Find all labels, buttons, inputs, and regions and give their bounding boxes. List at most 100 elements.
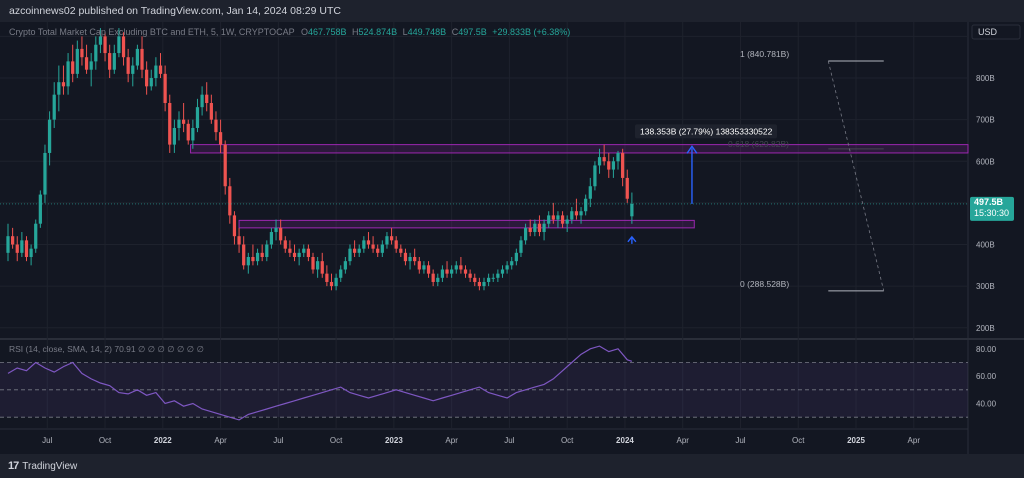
- candle-body: [140, 48, 144, 70]
- candle-body: [34, 223, 38, 249]
- rsi-layer: [0, 345, 968, 421]
- candle-body: [440, 269, 445, 278]
- time-tick-label: Jul: [735, 436, 745, 445]
- candle-body: [560, 215, 565, 224]
- candle-body: [24, 240, 29, 257]
- low-label: L: [403, 27, 408, 37]
- price-axis[interactable]: 200B300B400B500B600B700B800B900B: [976, 32, 995, 332]
- candle-body: [505, 265, 509, 270]
- open-value: 467.758B: [308, 27, 347, 37]
- candle-body: [218, 132, 223, 145]
- candle-body: [297, 252, 301, 257]
- candle-body: [71, 61, 75, 74]
- candle-body: [366, 240, 371, 245]
- rsi-legend: RSI (14, close, SMA, 14, 2) 70.91 ∅ ∅ ∅ …: [9, 344, 204, 354]
- candle-body: [385, 236, 389, 245]
- currency-button-bg[interactable]: [971, 24, 1021, 40]
- change-value: +29.833B (+6.38%): [492, 27, 570, 37]
- price-tick-label: 600B: [976, 157, 995, 166]
- candle-body: [181, 119, 186, 124]
- grid: [0, 22, 968, 428]
- top-bar: azcoinnews02 published on TradingView.co…: [0, 0, 1024, 22]
- candle-body: [537, 223, 542, 233]
- candle-body: [519, 240, 523, 253]
- candle-body: [556, 215, 560, 220]
- candle-body: [445, 269, 449, 274]
- candle-body: [246, 257, 250, 266]
- open-label: O: [301, 27, 308, 37]
- candle-body: [380, 244, 384, 253]
- rsi-axis[interactable]: 40.00 60.00 80.00: [976, 345, 997, 409]
- candle-body: [205, 94, 209, 103]
- candle-body: [15, 244, 19, 253]
- candle-body: [468, 273, 472, 278]
- candle-body: [450, 269, 454, 274]
- candle-body: [399, 248, 403, 253]
- rsi-tick-label: 60.00: [976, 372, 997, 381]
- candle-body: [459, 265, 463, 270]
- time-tick-label: Oct: [792, 436, 805, 445]
- price-tick-label: 200B: [976, 324, 995, 333]
- candle-body: [348, 248, 352, 262]
- candle-body: [339, 269, 343, 278]
- high-label: H: [352, 27, 359, 37]
- candle-body: [616, 152, 620, 162]
- candle-body: [306, 248, 311, 257]
- symbol-legend: Crypto Total Market Cap Excluding BTC an…: [9, 27, 570, 37]
- candle-body: [376, 248, 380, 253]
- time-tick-label: Jul: [504, 436, 514, 445]
- candle-body: [565, 219, 569, 224]
- price-tick-label: 700B: [976, 116, 995, 125]
- candle-body: [329, 281, 334, 287]
- symbol-name: Crypto Total Market Cap Excluding BTC an…: [9, 27, 295, 37]
- candle-body: [611, 161, 616, 170]
- close-label: C: [452, 27, 459, 37]
- candle-body: [108, 53, 112, 70]
- price-tick-label: 400B: [976, 241, 995, 250]
- chart[interactable]: 200B300B400B500B600B700B800B900B 40.0060…: [0, 22, 1024, 454]
- candle-body: [593, 165, 597, 187]
- candle-body: [89, 61, 93, 70]
- candle-body: [574, 211, 579, 216]
- candle-body: [528, 227, 532, 233]
- fib-label-top: 1 (840.781B): [740, 49, 789, 59]
- measure-label: 138.353B (27.79%) 138353330522: [640, 126, 773, 136]
- candle-body: [477, 281, 481, 287]
- candle-body: [98, 36, 103, 45]
- candle-body: [316, 261, 320, 270]
- candle-body: [237, 236, 241, 245]
- candle-body: [52, 94, 56, 120]
- candle-body: [103, 36, 107, 54]
- time-tick-label: Apr: [908, 436, 921, 445]
- rsi-tick-label: 40.00: [976, 400, 997, 409]
- candle-body: [551, 215, 555, 220]
- candle-body: [533, 223, 537, 233]
- candle-body: [177, 119, 181, 128]
- candle-body: [426, 265, 431, 274]
- candle-body: [80, 48, 84, 58]
- candle-body: [413, 257, 417, 262]
- close-value: 497.5B: [458, 27, 487, 37]
- candle-body: [500, 269, 505, 274]
- candle-body: [20, 240, 24, 253]
- candle-body: [523, 227, 528, 241]
- zones-layer: [190, 144, 969, 229]
- candle-body: [274, 227, 278, 233]
- currency-button[interactable]: USD: [978, 27, 998, 37]
- time-tick-label: 2022: [154, 436, 172, 445]
- support-zone: [238, 219, 695, 229]
- tradingview-logo[interactable]: 17 TradingView: [8, 460, 77, 472]
- candle-body: [514, 252, 518, 262]
- time-axis[interactable]: Jul Oct 2022 Apr Jul Oct 2023 Apr Jul Oct 2024 Apr J…: [42, 436, 920, 445]
- candle-body: [288, 248, 292, 253]
- candle-body: [168, 103, 172, 145]
- price-tick-label: 300B: [976, 282, 995, 291]
- candle-body: [588, 186, 592, 199]
- candle-body: [473, 277, 477, 282]
- time-tick-label: 2023: [385, 436, 403, 445]
- candle-body: [454, 265, 458, 270]
- candle-body: [320, 261, 324, 274]
- candle-body: [251, 257, 255, 262]
- candle-body: [232, 215, 237, 237]
- rsi-pane-background: [0, 340, 968, 428]
